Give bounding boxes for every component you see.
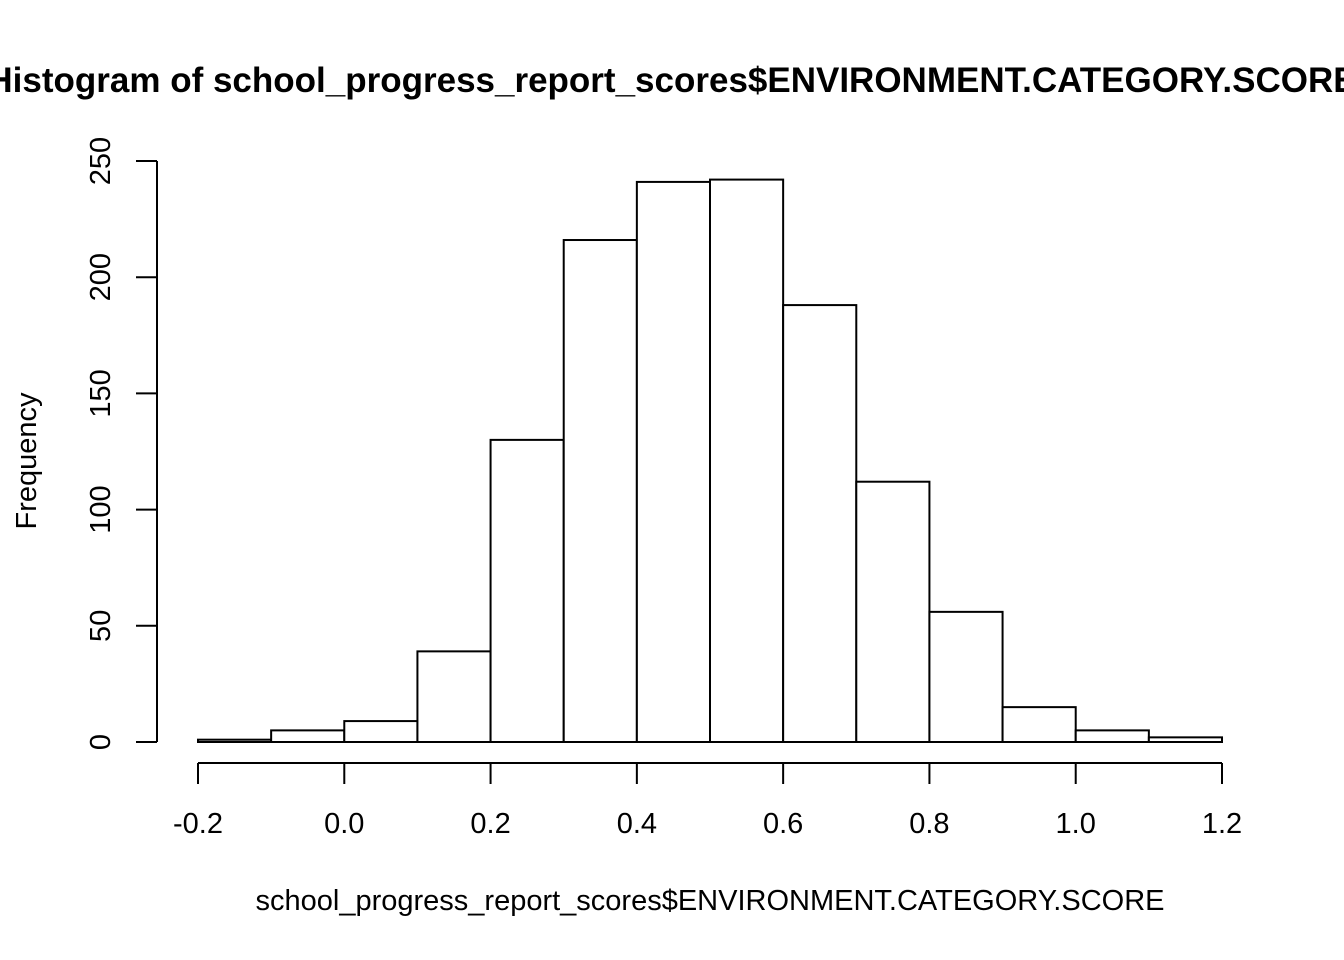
- histogram-bar: [489, 438, 565, 743]
- histogram-bar: [562, 239, 638, 744]
- x-tick-label: 1.2: [1202, 808, 1242, 840]
- histogram-bar: [635, 180, 711, 743]
- y-axis-label: Frequency: [11, 392, 43, 530]
- x-tick-label: 0.2: [470, 808, 510, 840]
- histogram-bar: [855, 480, 931, 743]
- x-tick-label: 0.0: [324, 808, 364, 840]
- y-tick-label: 100: [85, 485, 117, 533]
- x-tick-label: 1.0: [1056, 808, 1096, 840]
- y-axis: 0 50 100 150 200 250: [85, 137, 158, 750]
- histogram-bar: [928, 610, 1004, 744]
- histogram-bars: [197, 178, 1224, 744]
- x-axis-label: school_progress_report_scores$ENVIRONMEN…: [256, 885, 1165, 917]
- histogram-bar: [270, 729, 346, 744]
- histogram-bar: [1147, 736, 1224, 743]
- y-tick-label: 0: [85, 734, 117, 750]
- histogram-bar: [416, 650, 492, 744]
- histogram-bar: [1074, 729, 1150, 744]
- histogram-bar: [343, 720, 419, 743]
- chart-title: Histogram of school_progress_report_scor…: [0, 61, 1344, 100]
- y-tick-label: 250: [85, 137, 117, 185]
- x-tick-label: 0.8: [909, 808, 949, 840]
- x-tick-label: 0.4: [617, 808, 657, 840]
- histogram-bar: [782, 304, 858, 743]
- x-tick-label: -0.2: [173, 808, 223, 840]
- x-tick-label: 0.6: [763, 808, 803, 840]
- y-tick-label: 150: [85, 369, 117, 417]
- y-tick-label: 50: [85, 610, 117, 642]
- histogram-bar: [1001, 706, 1077, 744]
- histogram-bar: [709, 178, 785, 744]
- histogram-bar: [197, 738, 273, 744]
- x-axis: -0.2 0.0 0.2 0.4 0.6 0.8 1.0 1.2: [173, 762, 1242, 840]
- y-tick-label: 200: [85, 253, 117, 301]
